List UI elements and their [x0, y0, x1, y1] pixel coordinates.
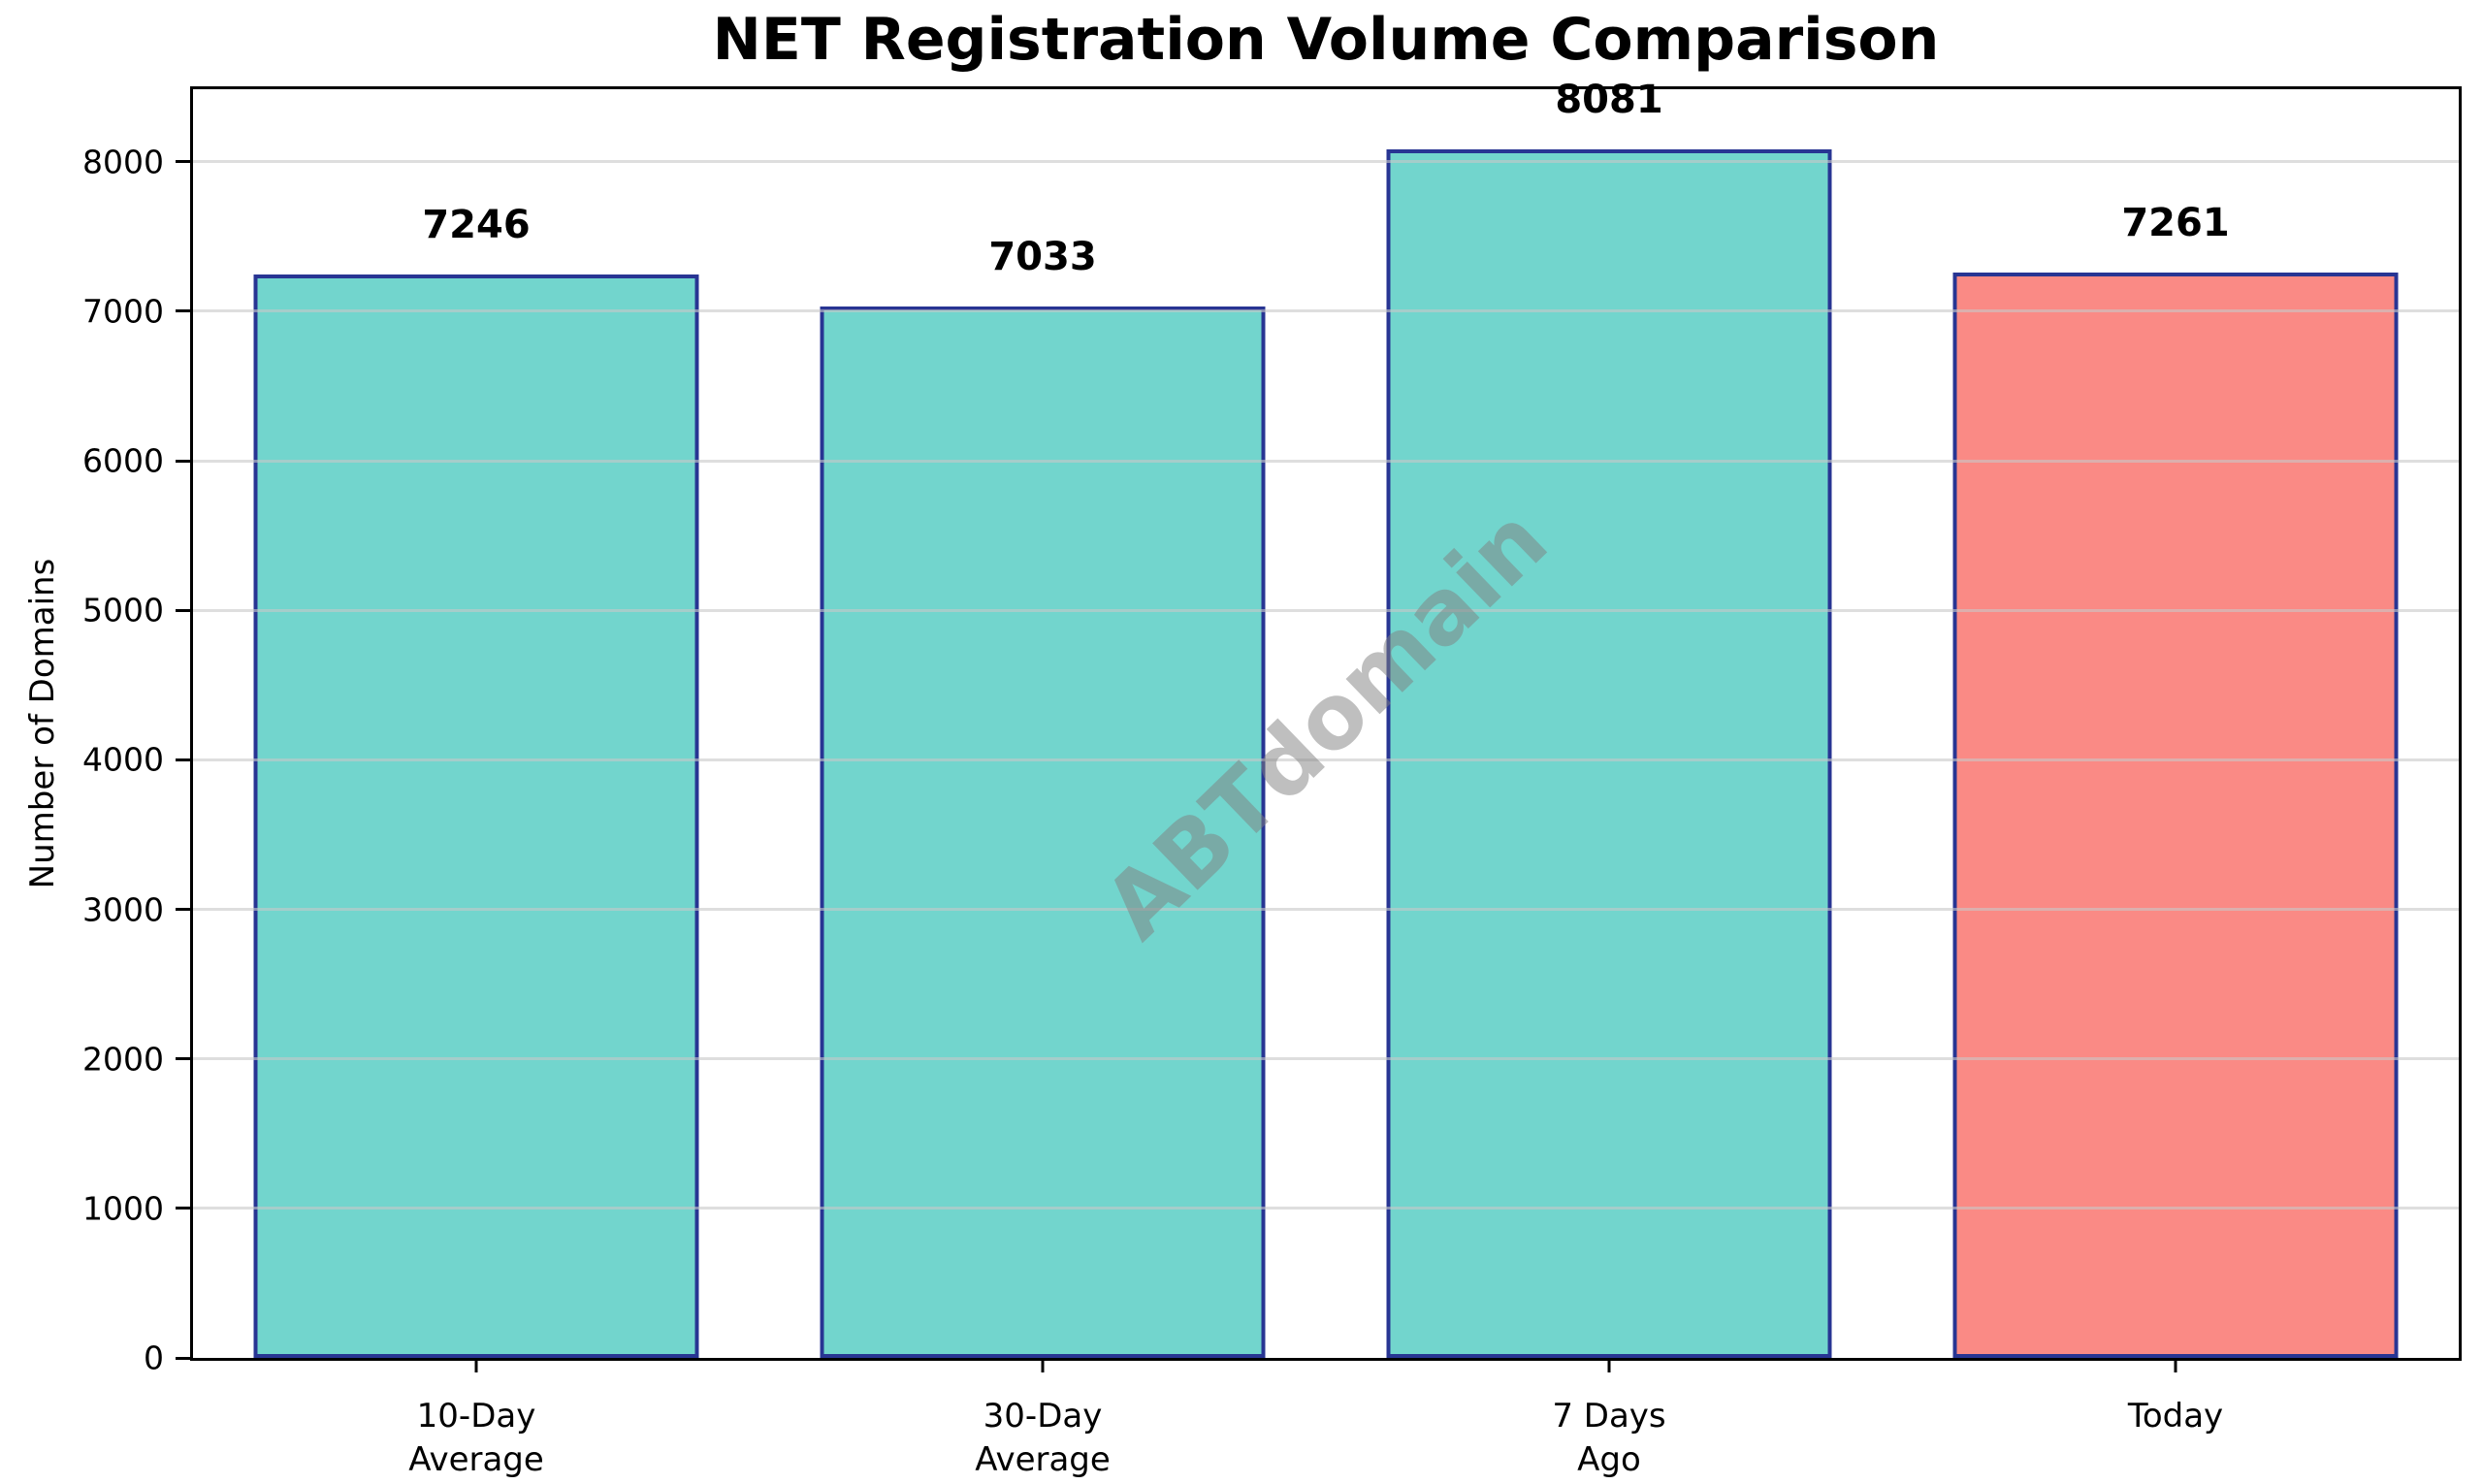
y-tick-mark	[176, 160, 190, 164]
x-tick-mark	[1041, 1358, 1045, 1372]
bar-value-label: 7246	[422, 203, 531, 247]
y-tick-mark	[176, 1207, 190, 1210]
y-tick-label: 8000	[82, 143, 164, 181]
gridline	[193, 608, 2459, 612]
x-tick-label: 30-Day Average	[975, 1395, 1111, 1482]
x-tick-label: 7 Days Ago	[1552, 1395, 1665, 1482]
x-tick-label-line: Today	[2127, 1397, 2224, 1436]
bar	[1952, 273, 2399, 1358]
gridline	[193, 309, 2459, 313]
y-tick-mark	[176, 1057, 190, 1061]
y-tick-mark	[176, 608, 190, 612]
y-tick-mark	[176, 758, 190, 761]
y-tick-label: 7000	[82, 292, 164, 331]
bar-value-label: 7261	[2121, 201, 2230, 245]
gridline	[193, 1207, 2459, 1210]
x-tick-mark	[1607, 1358, 1611, 1372]
y-tick-label: 1000	[82, 1189, 164, 1228]
x-tick-label-line: Ago	[1577, 1440, 1641, 1479]
gridline	[193, 908, 2459, 912]
plot-area: ABTdomain 7246 7033 8081 7261	[190, 78, 2462, 1361]
bar-value-label: 7033	[988, 235, 1097, 279]
x-tick-label-line: 7 Days	[1552, 1397, 1666, 1436]
y-tick-mark	[176, 459, 190, 463]
x-tick-label-line: 30-Day	[983, 1397, 1103, 1436]
bar-slot: 7261	[1892, 89, 2459, 1358]
bar-slot: 7033	[759, 89, 1326, 1358]
plot-inner-layer: ABTdomain 7246 7033 8081 7261	[193, 78, 2459, 1358]
bar	[1386, 149, 1832, 1358]
bar-slot: 8081	[1326, 78, 1892, 1358]
gridline	[193, 459, 2459, 463]
bar	[253, 274, 699, 1358]
bar-value-label: 8081	[1555, 78, 1663, 122]
bar	[820, 306, 1266, 1358]
gridline	[193, 1057, 2459, 1061]
y-tick-mark	[176, 1356, 190, 1360]
x-tick-label: 10-Day Average	[408, 1395, 544, 1482]
bar-slot: 7246	[193, 89, 759, 1358]
chart-title: NET Registration Volume Comparison	[712, 6, 1940, 74]
y-tick-label: 3000	[82, 890, 164, 929]
y-tick-label: 2000	[82, 1040, 164, 1079]
x-tick-mark	[474, 1358, 478, 1372]
y-tick-label: 4000	[82, 740, 164, 779]
y-tick-label: 5000	[82, 591, 164, 629]
y-tick-mark	[176, 309, 190, 313]
x-tick-mark	[2174, 1358, 2177, 1372]
gridline	[193, 160, 2459, 164]
x-tick-label: Today	[2128, 1395, 2223, 1438]
y-tick-label: 6000	[82, 441, 164, 480]
x-tick-label-line: Average	[975, 1440, 1111, 1479]
x-tick-label-line: Average	[408, 1440, 544, 1479]
y-tick-mark	[176, 908, 190, 912]
y-tick-label: 0	[144, 1339, 164, 1377]
gridline	[193, 758, 2459, 761]
x-tick-label-line: 10-Day	[416, 1397, 536, 1436]
